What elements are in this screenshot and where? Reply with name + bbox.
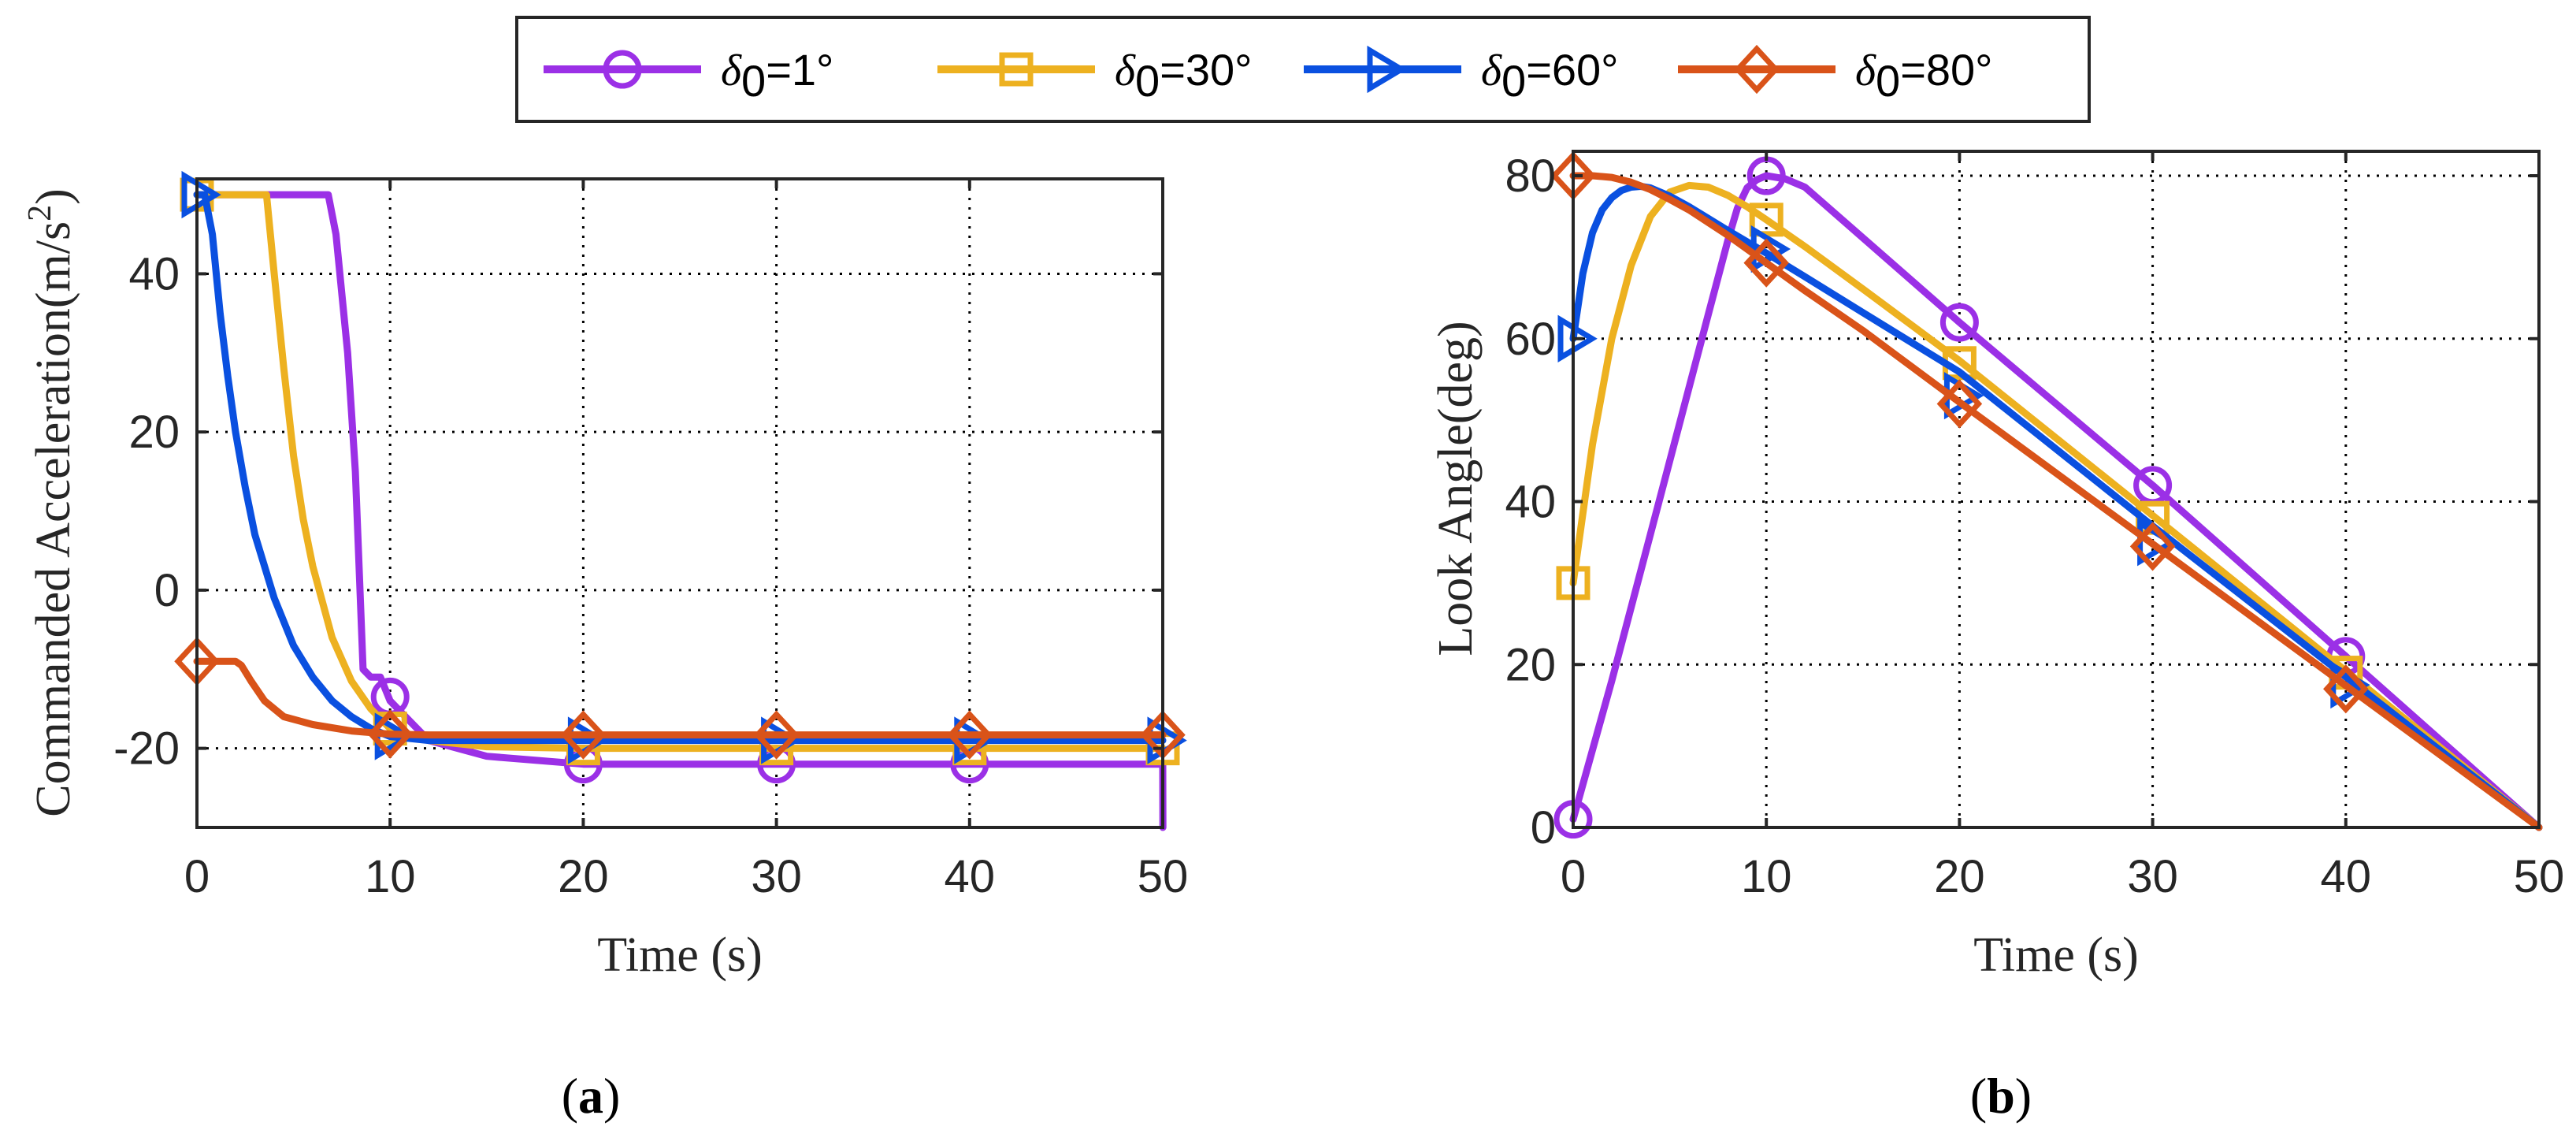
y-tick-label: 20: [128, 407, 180, 458]
series-line: [1569, 181, 2543, 831]
x-tick-label: 10: [365, 851, 416, 902]
data-point-marker: [560, 710, 607, 760]
legend-label: δ0=1°: [721, 45, 833, 106]
legend-marker-square: [999, 52, 1034, 87]
series-line: [1569, 172, 2543, 831]
data-point-marker: [2323, 664, 2369, 714]
series-b-2: [1556, 181, 2543, 831]
y-tick-label: 60: [1505, 314, 1556, 365]
x-tick-label: 10: [1741, 851, 1792, 902]
legend-item: δ0=1°: [544, 45, 833, 106]
series-line: [193, 191, 1167, 745]
series-b-3: [1557, 183, 2543, 831]
y-tick-label: 40: [1505, 477, 1556, 528]
data-point-marker: [367, 709, 413, 759]
x-tick-label: 50: [1138, 851, 1189, 902]
y-tick-label: -20: [113, 723, 180, 775]
legend-marker-triangle-right: [1367, 45, 1407, 94]
data-point-marker: [181, 170, 221, 219]
data-point-marker: [2129, 522, 2176, 571]
data-point-marker: [947, 710, 993, 760]
x-tick-label: 20: [1934, 851, 1985, 902]
legend: δ0=1° δ0=30° δ0=60° δ0=80°: [515, 16, 2091, 123]
legend-marker-diamond: [1734, 44, 1780, 95]
x-tick-label: 20: [558, 851, 609, 902]
panel-b: 0 10 20 30 40 50 0 20 40 60 80 Time (s) Look Angle…: [1429, 150, 2565, 1124]
data-point-marker: [1939, 303, 1979, 342]
y-tick-label: 0: [154, 565, 180, 616]
data-point-marker: [753, 710, 800, 760]
series-b-1: [1553, 156, 2543, 839]
y-tick-label: 0: [1531, 802, 1556, 853]
x-tick-label: 0: [1561, 851, 1586, 902]
x-tick-label: 40: [945, 851, 996, 902]
x-tick-label: 30: [751, 851, 802, 902]
data-point-marker: [1557, 314, 1598, 362]
panel-a: 0 10 20 30 40 50 -20 0 20 40 Time (s) Commanded A…: [22, 170, 1189, 1124]
caption-b: (b): [1970, 1068, 2032, 1124]
data-point-marker: [1750, 225, 1791, 273]
series-b-4: [1550, 151, 2543, 831]
x-tick-label: 0: [184, 851, 210, 902]
series-a-3: [181, 170, 1187, 764]
axes-frame-b: [1572, 150, 2541, 829]
x-tick-label: 30: [2127, 851, 2178, 902]
y-axis-label-b: Look Angle(deg): [1429, 321, 1483, 656]
x-axis-label-a: Time (s): [597, 928, 763, 982]
data-point-marker: [1936, 379, 1983, 429]
legend-label: δ0=30°: [1115, 45, 1253, 106]
legend-item: δ0=30°: [937, 45, 1253, 106]
legend-marker-circle: [603, 50, 642, 89]
x-axis-label-b: Time (s): [1973, 928, 2139, 982]
caption-a: (a): [562, 1068, 621, 1124]
y-tick-label: 40: [128, 248, 180, 299]
legend-label: δ0=80°: [1855, 45, 1993, 106]
x-tick-label: 40: [2321, 851, 2372, 902]
data-point-marker: [1749, 203, 1784, 237]
legend-item: δ0=60°: [1304, 45, 1619, 106]
legend-item: δ0=80°: [1678, 44, 1993, 106]
series-a-2: [180, 177, 1180, 766]
y-axis-label-a: Commanded Acceleration(m/s2): [22, 188, 80, 817]
x-tick-label: 50: [2514, 851, 2565, 902]
legend-label: δ0=60°: [1481, 45, 1619, 106]
y-tick-label: 80: [1505, 151, 1556, 202]
series-line: [193, 657, 1167, 739]
axes-frame-a: [195, 177, 1164, 829]
data-point-marker: [1743, 238, 1789, 288]
y-tick-label: 20: [1505, 639, 1556, 690]
